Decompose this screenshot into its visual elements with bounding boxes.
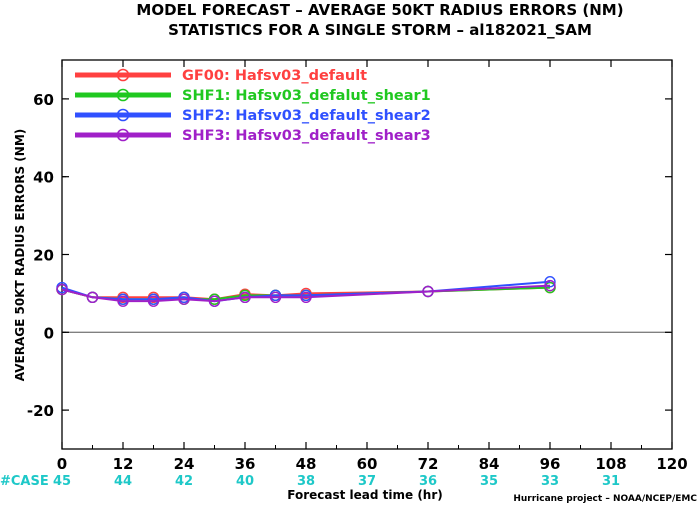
data-point	[544, 279, 556, 292]
y-tick-label: 60	[33, 91, 54, 109]
case-count: 45	[53, 474, 71, 489]
case-count: 40	[236, 474, 254, 489]
data-point	[239, 291, 251, 303]
y-tick-label: 0	[44, 324, 54, 342]
x-tick-label: 108	[595, 455, 626, 473]
x-tick-label: 48	[296, 455, 317, 473]
data-point	[86, 291, 99, 303]
credit-text: Hurricane project – NOAA/NCEP/EMC	[513, 494, 697, 504]
x-axis-label: Forecast lead time (hr)	[287, 488, 443, 502]
data-point	[422, 285, 434, 298]
case-count: 35	[480, 474, 498, 489]
y-axis-label: AVERAGE 50KT RADIUS ERRORS (NM)	[13, 129, 27, 381]
data-point	[178, 293, 190, 305]
x-tick-label: 36	[235, 455, 256, 473]
x-tick-label: 12	[113, 455, 134, 473]
case-count: 38	[297, 474, 315, 489]
case-count: 44	[114, 474, 132, 489]
data-point	[269, 291, 282, 303]
data-point	[56, 283, 68, 296]
legend-label: SHF1: Hafsv03_defalut_shear1	[182, 88, 431, 104]
legend-label: GF00: Hafsv03_default	[182, 68, 367, 84]
y-tick-label: 20	[33, 247, 54, 265]
x-tick-label: 96	[540, 455, 561, 473]
data-point	[117, 295, 129, 307]
legend-marker	[116, 108, 130, 122]
x-tick-label: 120	[656, 455, 687, 473]
case-count: 33	[541, 474, 559, 489]
chart-title-line2: STATISTICS FOR A SINGLE STORM – al182021…	[168, 21, 592, 39]
legend-label: SHF3: Hafsv03_default_shear3	[182, 128, 431, 144]
chart-title-line1: MODEL FORECAST – AVERAGE 50KT RADIUS ERR…	[136, 1, 623, 19]
legend-label: SHF2: Hafsv03_default_shear2	[182, 108, 431, 124]
case-count: 31	[602, 474, 620, 489]
legend-marker	[116, 88, 130, 102]
data-point	[147, 295, 160, 307]
x-tick-label: 24	[174, 455, 195, 473]
case-label: #CASE	[0, 474, 49, 489]
x-tick-label: 72	[418, 455, 439, 473]
case-count: 36	[419, 474, 437, 489]
data-point	[208, 295, 221, 307]
legend-marker	[116, 68, 130, 82]
y-tick-label: 40	[33, 169, 54, 187]
data-point	[544, 276, 556, 288]
x-tick-label: 60	[357, 455, 378, 473]
plot-area: 0 12 24 36 48 60 72 84 96 108 120 -20 0 20 40 60 45 44 42 4…	[27, 59, 688, 489]
series-line	[61, 284, 551, 303]
case-count: 37	[358, 474, 376, 489]
x-tick-label: 84	[479, 455, 500, 473]
case-count: 42	[175, 474, 193, 489]
x-tick-label: 0	[57, 455, 67, 473]
legend-marker	[116, 128, 130, 142]
y-tick-label: -20	[27, 402, 54, 420]
data-point	[300, 291, 312, 303]
